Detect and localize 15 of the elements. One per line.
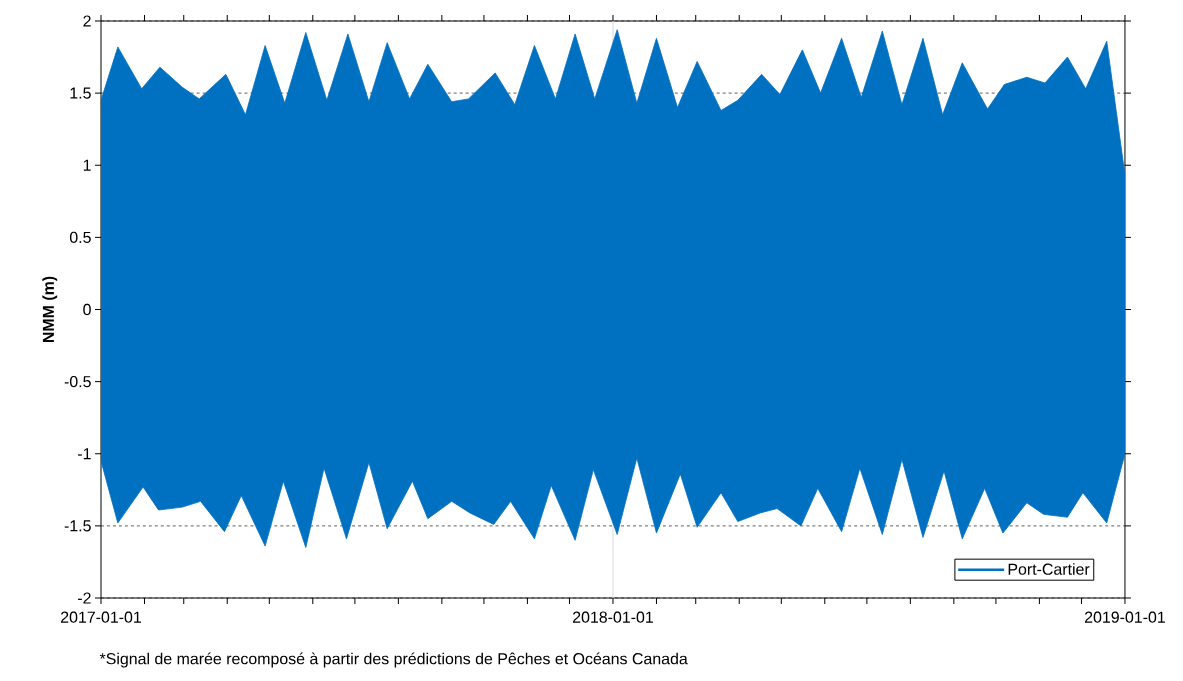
- y-tick-label: -1: [78, 448, 91, 460]
- y-tick-label: -0.5: [64, 375, 91, 388]
- legend-label: Port-Cartier: [1008, 563, 1090, 575]
- y-tick-label: -2: [78, 592, 91, 604]
- y-tick-label: -1.5: [64, 520, 91, 532]
- y-axis-title: NMM (m): [42, 276, 58, 343]
- y-tick-label: 0: [83, 303, 91, 316]
- y-tick-label: 1: [83, 159, 91, 171]
- x-tick-label: 2019-01-01: [1084, 611, 1165, 623]
- x-tick-label: 2017-01-01: [61, 611, 141, 623]
- y-tick-label: 2: [83, 15, 91, 27]
- y-tick-label: 1.5: [70, 87, 91, 99]
- text: *Signal de marée recomposé à partir des prédictions de Pêches et Océans Canada: [99, 652, 688, 668]
- y-tick-label: 0.5: [69, 231, 91, 244]
- x-tick-label: 2018-01-01: [573, 611, 653, 623]
